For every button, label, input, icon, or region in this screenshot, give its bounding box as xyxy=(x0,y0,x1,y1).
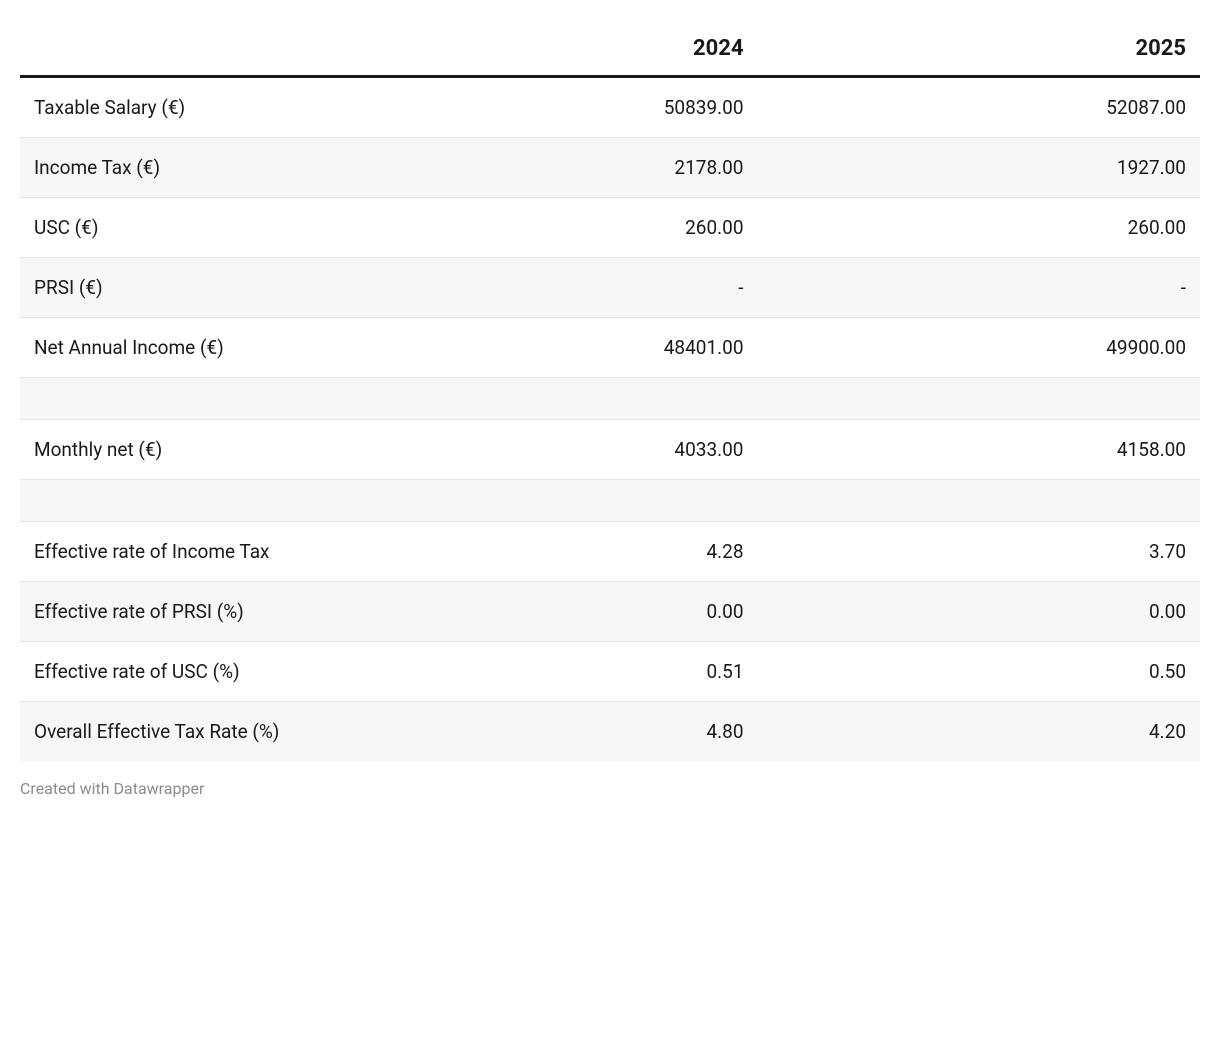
row-label: PRSI (€) xyxy=(20,258,315,318)
row-value-2024: 2178.00 xyxy=(315,138,758,198)
table-header-row: 2024 2025 xyxy=(20,20,1200,77)
blank-cell xyxy=(20,378,1200,420)
table-row: Overall Effective Tax Rate (%)4.804.20 xyxy=(20,702,1200,762)
table-row-blank xyxy=(20,378,1200,420)
row-value-2025: 52087.00 xyxy=(758,77,1201,138)
row-label: USC (€) xyxy=(20,198,315,258)
table-row: PRSI (€)-- xyxy=(20,258,1200,318)
table-row: Effective rate of PRSI (%)0.000.00 xyxy=(20,582,1200,642)
row-value-2024: 50839.00 xyxy=(315,77,758,138)
row-value-2025: 0.00 xyxy=(758,582,1201,642)
row-label: Effective rate of USC (%) xyxy=(20,642,315,702)
table-row: Taxable Salary (€)50839.0052087.00 xyxy=(20,77,1200,138)
table-row: Income Tax (€)2178.001927.00 xyxy=(20,138,1200,198)
row-value-2025: 260.00 xyxy=(758,198,1201,258)
row-label: Net Annual Income (€) xyxy=(20,318,315,378)
row-label: Monthly net (€) xyxy=(20,420,315,480)
tax-comparison-table-container: 2024 2025 Taxable Salary (€)50839.005208… xyxy=(20,20,1200,798)
row-value-2024: 0.51 xyxy=(315,642,758,702)
column-header-2024: 2024 xyxy=(315,20,758,77)
row-label: Income Tax (€) xyxy=(20,138,315,198)
table-row: USC (€)260.00260.00 xyxy=(20,198,1200,258)
column-header-blank xyxy=(20,20,315,77)
row-value-2025: 3.70 xyxy=(758,522,1201,582)
row-label: Overall Effective Tax Rate (%) xyxy=(20,702,315,762)
table-row-blank xyxy=(20,480,1200,522)
row-value-2025: 1927.00 xyxy=(758,138,1201,198)
row-value-2024: - xyxy=(315,258,758,318)
row-label: Effective rate of Income Tax xyxy=(20,522,315,582)
table-row: Net Annual Income (€)48401.0049900.00 xyxy=(20,318,1200,378)
table-body: Taxable Salary (€)50839.0052087.00Income… xyxy=(20,77,1200,762)
row-value-2024: 260.00 xyxy=(315,198,758,258)
table-row: Effective rate of USC (%)0.510.50 xyxy=(20,642,1200,702)
row-label: Effective rate of PRSI (%) xyxy=(20,582,315,642)
row-value-2024: 48401.00 xyxy=(315,318,758,378)
table-row: Monthly net (€)4033.004158.00 xyxy=(20,420,1200,480)
row-value-2025: 49900.00 xyxy=(758,318,1201,378)
row-value-2024: 0.00 xyxy=(315,582,758,642)
row-value-2025: 0.50 xyxy=(758,642,1201,702)
row-value-2025: 4158.00 xyxy=(758,420,1201,480)
row-value-2024: 4.28 xyxy=(315,522,758,582)
column-header-2025: 2025 xyxy=(758,20,1201,77)
tax-comparison-table: 2024 2025 Taxable Salary (€)50839.005208… xyxy=(20,20,1200,761)
row-value-2025: 4.20 xyxy=(758,702,1201,762)
blank-cell xyxy=(20,480,1200,522)
row-value-2024: 4.80 xyxy=(315,702,758,762)
table-row: Effective rate of Income Tax4.283.70 xyxy=(20,522,1200,582)
row-label: Taxable Salary (€) xyxy=(20,77,315,138)
row-value-2024: 4033.00 xyxy=(315,420,758,480)
attribution-footer: Created with Datawrapper xyxy=(20,779,1200,798)
row-value-2025: - xyxy=(758,258,1201,318)
